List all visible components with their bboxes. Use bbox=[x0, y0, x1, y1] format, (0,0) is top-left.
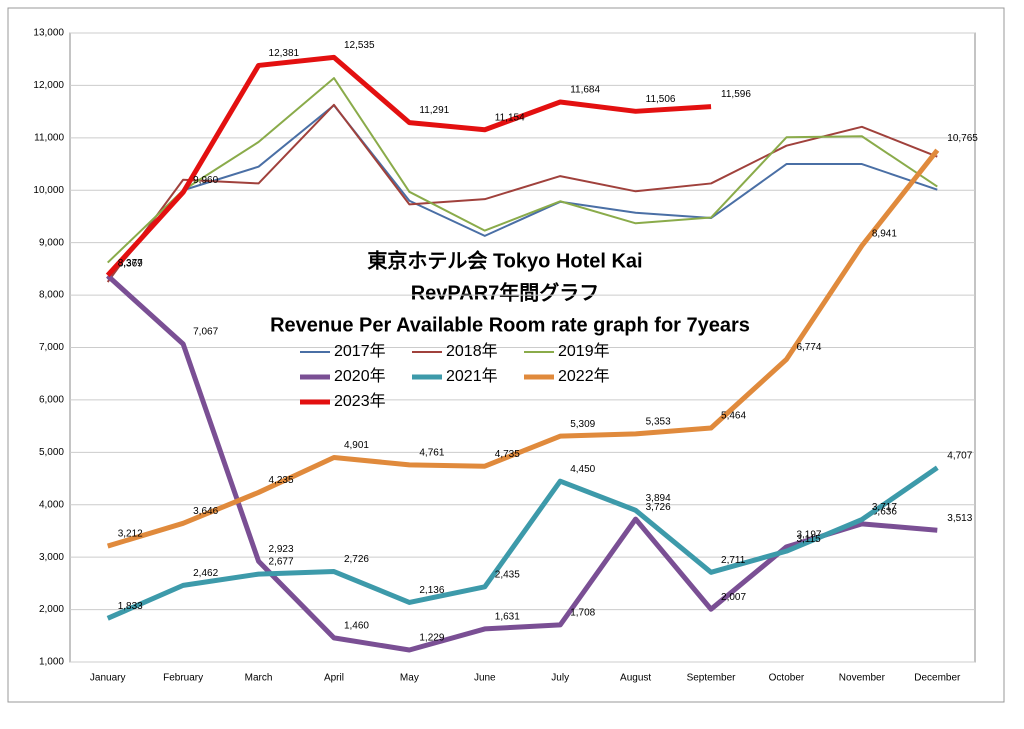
data-label: 4,707 bbox=[947, 450, 972, 461]
series-line bbox=[106, 103, 938, 283]
x-tick-label: March bbox=[245, 673, 273, 684]
x-tick-label: February bbox=[163, 673, 203, 684]
x-tick-label: November bbox=[839, 673, 886, 684]
data-label: 3,646 bbox=[193, 506, 218, 517]
series-line bbox=[106, 273, 938, 653]
data-label: 2,677 bbox=[269, 557, 294, 568]
data-label: 3,115 bbox=[796, 534, 821, 545]
data-label: 1,833 bbox=[118, 601, 143, 612]
data-label: 11,506 bbox=[646, 94, 676, 105]
series-line bbox=[107, 77, 938, 264]
chart-title: Revenue Per Available Room rate graph fo… bbox=[270, 314, 750, 336]
data-label: 1,708 bbox=[570, 608, 595, 619]
y-tick-label: 7,000 bbox=[39, 342, 64, 353]
data-label: 3,513 bbox=[947, 513, 972, 524]
y-tick-label: 2,000 bbox=[39, 604, 64, 615]
data-label: 4,735 bbox=[495, 449, 520, 460]
legend-label: 2018年 bbox=[446, 342, 498, 360]
x-tick-label: June bbox=[474, 673, 496, 684]
data-label: 3,894 bbox=[646, 493, 671, 504]
y-tick-label: 6,000 bbox=[39, 395, 64, 406]
series-line bbox=[106, 148, 940, 549]
data-label: 12,381 bbox=[269, 48, 300, 59]
data-label: 11,154 bbox=[495, 112, 525, 123]
data-label: 6,774 bbox=[796, 342, 821, 353]
data-label: 2,136 bbox=[419, 585, 444, 596]
y-tick-label: 8,000 bbox=[39, 290, 64, 301]
data-label: 9,960 bbox=[193, 175, 218, 186]
series-line bbox=[106, 104, 938, 281]
data-label: 2,923 bbox=[269, 544, 294, 555]
data-label: 1,460 bbox=[344, 621, 369, 632]
data-label: 3,197 bbox=[796, 529, 821, 540]
data-label: 10,765 bbox=[947, 133, 978, 144]
y-tick-label: 9,000 bbox=[39, 237, 64, 248]
data-label: 11,291 bbox=[419, 105, 449, 116]
data-label: 3,717 bbox=[872, 502, 897, 513]
chart-title: 東京ホテル会 Tokyo Hotel Kai bbox=[367, 248, 642, 272]
y-tick-label: 5,000 bbox=[39, 447, 64, 458]
legend-label: 2020年 bbox=[334, 367, 386, 385]
x-tick-label: July bbox=[551, 673, 569, 684]
data-label: 7,067 bbox=[193, 327, 218, 338]
chart-title: RevPAR7年間グラフ bbox=[411, 280, 600, 304]
x-tick-label: September bbox=[687, 673, 737, 684]
y-tick-label: 4,000 bbox=[39, 499, 64, 510]
data-label: 12,535 bbox=[344, 40, 375, 51]
y-tick-label: 11,000 bbox=[34, 132, 64, 143]
data-label: 2,711 bbox=[721, 555, 746, 566]
data-label: 3,212 bbox=[118, 529, 143, 540]
data-label: 4,901 bbox=[344, 440, 369, 451]
legend-label: 2022年 bbox=[558, 367, 610, 385]
data-label: 5,353 bbox=[646, 416, 671, 427]
data-label: 8,377 bbox=[118, 258, 143, 269]
data-label: 2,726 bbox=[344, 554, 369, 565]
y-tick-label: 3,000 bbox=[39, 552, 64, 563]
x-tick-label: October bbox=[769, 673, 805, 684]
data-label: 11,684 bbox=[570, 85, 600, 96]
series-line bbox=[105, 54, 712, 278]
data-label: 1,229 bbox=[419, 633, 444, 644]
x-tick-label: April bbox=[324, 673, 344, 684]
x-tick-label: May bbox=[400, 673, 419, 684]
y-tick-label: 10,000 bbox=[33, 185, 64, 196]
data-label: 3,726 bbox=[646, 502, 671, 513]
series-line bbox=[106, 465, 939, 621]
legend-label: 2023年 bbox=[334, 392, 386, 410]
data-label: 1,631 bbox=[495, 612, 520, 623]
legend-label: 2017年 bbox=[334, 342, 386, 360]
legend-label: 2021年 bbox=[446, 367, 498, 385]
data-label: 4,235 bbox=[269, 475, 294, 486]
data-label: 4,761 bbox=[419, 448, 444, 459]
data-label: 2,435 bbox=[495, 569, 520, 580]
data-label: 3,636 bbox=[872, 506, 897, 517]
y-tick-label: 13,000 bbox=[33, 28, 64, 39]
y-tick-label: 12,000 bbox=[33, 80, 64, 91]
frame bbox=[7, 7, 1005, 703]
data-label: 2,007 bbox=[721, 592, 746, 603]
data-label: 2,462 bbox=[193, 568, 218, 579]
data-label: 11,596 bbox=[721, 89, 751, 100]
data-label: 8,369 bbox=[118, 258, 143, 269]
x-tick-label: December bbox=[914, 673, 961, 684]
legend-label: 2019年 bbox=[558, 342, 610, 360]
data-label: 8,941 bbox=[872, 228, 897, 239]
x-tick-label: January bbox=[90, 673, 126, 684]
data-label: 5,309 bbox=[570, 419, 595, 430]
data-label: 4,450 bbox=[570, 464, 595, 475]
data-label: 5,464 bbox=[721, 411, 746, 422]
y-tick-label: 1,000 bbox=[39, 657, 64, 668]
x-tick-label: August bbox=[620, 673, 651, 684]
